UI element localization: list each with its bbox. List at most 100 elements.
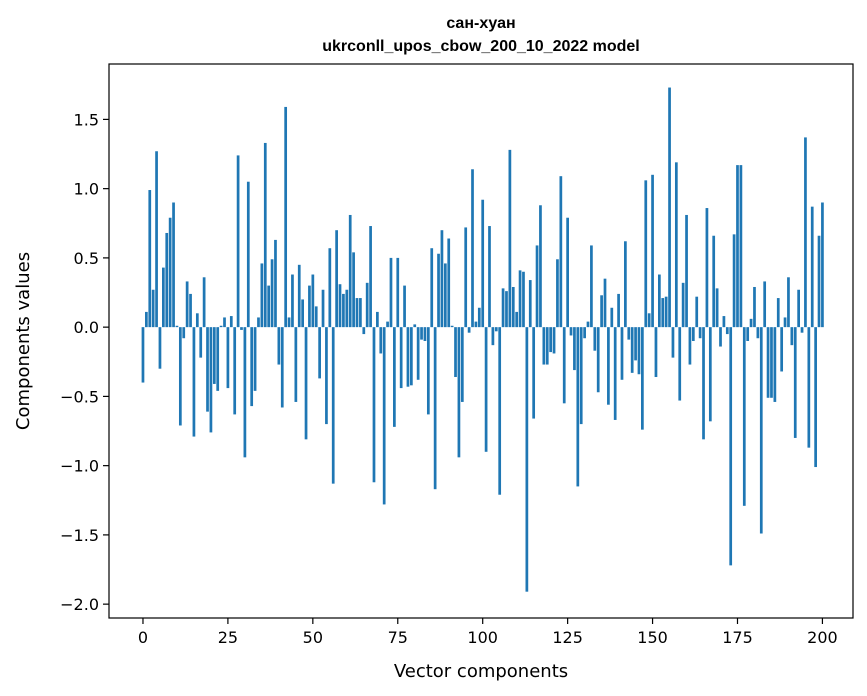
bar-92 bbox=[454, 327, 457, 378]
bar-84 bbox=[426, 327, 430, 415]
bar-93 bbox=[457, 327, 461, 458]
bar-133 bbox=[593, 327, 597, 351]
bar-182 bbox=[759, 327, 763, 534]
bar-4 bbox=[155, 151, 158, 328]
y-tick-label: 1.0 bbox=[74, 180, 99, 199]
bar-6 bbox=[162, 267, 165, 328]
bar-37 bbox=[267, 285, 271, 328]
bar-142 bbox=[624, 241, 627, 328]
bar-80 bbox=[413, 324, 417, 328]
bar-109 bbox=[511, 286, 515, 328]
bar-194 bbox=[800, 327, 804, 333]
bar-132 bbox=[590, 245, 593, 328]
bar-59 bbox=[342, 293, 345, 328]
bar-13 bbox=[185, 281, 189, 328]
bar-75 bbox=[396, 257, 400, 328]
bar-90 bbox=[447, 238, 451, 328]
bar-25 bbox=[226, 327, 230, 389]
bar-113 bbox=[525, 327, 529, 592]
bar-199 bbox=[817, 235, 821, 328]
bar-96 bbox=[467, 327, 471, 333]
bar-166 bbox=[705, 208, 709, 328]
bar-58 bbox=[338, 284, 342, 328]
bar-139 bbox=[613, 327, 617, 420]
bar-61 bbox=[348, 214, 352, 328]
bar-88 bbox=[440, 230, 444, 328]
bar-89 bbox=[443, 263, 447, 328]
bar-50 bbox=[311, 274, 315, 328]
bar-178 bbox=[746, 327, 750, 341]
y-axis-label: Components values bbox=[13, 252, 34, 430]
bar-60 bbox=[345, 289, 349, 328]
y-tick-label: −1.5 bbox=[60, 526, 99, 545]
bar-141 bbox=[620, 327, 624, 380]
bar-33 bbox=[253, 327, 257, 391]
bar-31 bbox=[246, 181, 250, 328]
bar-169 bbox=[715, 288, 719, 328]
bar-185 bbox=[770, 327, 773, 398]
bar-173 bbox=[729, 327, 733, 566]
bar-56 bbox=[331, 327, 335, 484]
bar-200 bbox=[821, 202, 824, 328]
bar-1 bbox=[145, 311, 148, 328]
bar-164 bbox=[698, 327, 702, 339]
bar-188 bbox=[780, 327, 784, 372]
bar-11 bbox=[178, 327, 182, 426]
bar-140 bbox=[617, 293, 620, 328]
bar-114 bbox=[528, 280, 532, 328]
bar-151 bbox=[654, 327, 658, 378]
bar-5 bbox=[158, 327, 162, 369]
plot-frame bbox=[108, 63, 854, 619]
bar-38 bbox=[270, 259, 274, 328]
bar-145 bbox=[634, 327, 637, 361]
bar-106 bbox=[501, 288, 505, 328]
bar-104 bbox=[494, 327, 498, 332]
bar-107 bbox=[505, 291, 508, 328]
bar-41 bbox=[280, 327, 284, 408]
bar-119 bbox=[545, 327, 549, 365]
bar-36 bbox=[263, 142, 267, 328]
y-tick-label: 0.5 bbox=[74, 249, 99, 268]
bar-52 bbox=[318, 327, 321, 379]
bar-115 bbox=[532, 327, 536, 419]
bar-129 bbox=[579, 327, 583, 425]
bar-97 bbox=[471, 169, 474, 328]
bar-27 bbox=[233, 327, 237, 415]
bar-197 bbox=[810, 206, 814, 328]
bar-193 bbox=[797, 289, 800, 328]
bar-8 bbox=[168, 217, 172, 328]
chart-subtitle: ukrconll_upos_cbow_200_10_2022 model bbox=[322, 38, 639, 55]
bar-170 bbox=[719, 327, 722, 347]
bar-160 bbox=[685, 214, 688, 328]
bar-152 bbox=[658, 274, 661, 328]
bar-167 bbox=[708, 327, 712, 422]
bar-7 bbox=[165, 232, 169, 328]
bar-19 bbox=[206, 327, 209, 412]
bar-29 bbox=[240, 327, 243, 330]
bar-198 bbox=[814, 327, 817, 468]
bar-144 bbox=[630, 327, 634, 373]
bar-183 bbox=[763, 281, 767, 328]
bar-162 bbox=[691, 327, 695, 341]
bar-66 bbox=[365, 282, 369, 328]
bar-186 bbox=[773, 327, 777, 402]
bar-195 bbox=[804, 137, 807, 328]
bar-72 bbox=[386, 321, 389, 328]
bar-49 bbox=[308, 285, 311, 328]
bar-77 bbox=[403, 285, 406, 328]
bar-150 bbox=[651, 174, 654, 328]
bar-82 bbox=[420, 327, 423, 340]
bar-116 bbox=[535, 245, 539, 328]
bar-91 bbox=[450, 325, 454, 328]
bar-78 bbox=[406, 327, 410, 387]
bar-14 bbox=[189, 293, 192, 328]
x-tick-label: 175 bbox=[722, 628, 753, 647]
bar-120 bbox=[549, 327, 552, 353]
bar-124 bbox=[562, 327, 566, 404]
bar-177 bbox=[742, 327, 746, 506]
bar-172 bbox=[725, 327, 729, 335]
bar-64 bbox=[359, 298, 362, 328]
bar-121 bbox=[552, 327, 556, 354]
bar-155 bbox=[668, 87, 671, 328]
